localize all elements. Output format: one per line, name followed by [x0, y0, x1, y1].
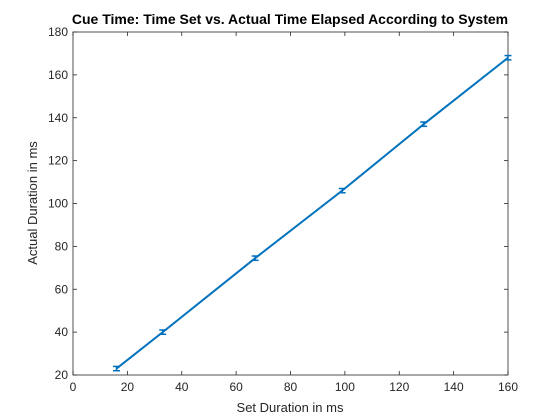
x-tick-label: 160 — [498, 380, 518, 394]
error-bar — [420, 121, 428, 128]
x-axis-label: Set Duration in ms — [237, 400, 344, 415]
chart-title: Cue Time: Time Set vs. Actual Time Elaps… — [72, 11, 508, 27]
y-axis-label: Actual Duration in ms — [25, 141, 40, 265]
y-tick-label: 80 — [55, 239, 69, 253]
y-tick-label: 180 — [48, 25, 68, 39]
y-tick-label: 100 — [48, 197, 68, 211]
plot-area — [72, 31, 509, 376]
x-tick-label: 120 — [389, 380, 409, 394]
y-tick-label: 140 — [48, 111, 68, 125]
error-bar — [504, 54, 512, 61]
x-tick-label: 100 — [335, 380, 355, 394]
x-tick-label: 0 — [70, 380, 77, 394]
y-axis: 20 40 60 80 100 120 140 160 180 — [48, 25, 508, 382]
y-tick-label: 60 — [55, 282, 69, 296]
x-tick-label: 60 — [229, 380, 243, 394]
x-axis: 0 20 40 60 80 100 120 140 160 — [70, 32, 518, 394]
error-bar — [159, 329, 167, 336]
y-tick-label: 120 — [48, 154, 68, 168]
x-tick-label: 20 — [121, 380, 135, 394]
x-tick-label: 40 — [175, 380, 189, 394]
series-line — [115, 56, 509, 370]
y-tick-label: 20 — [55, 368, 69, 382]
x-tick-label: 80 — [284, 380, 298, 394]
error-bar — [338, 187, 346, 194]
error-bar — [113, 365, 120, 372]
y-tick-label: 40 — [55, 325, 69, 339]
x-tick-label: 140 — [444, 380, 464, 394]
series-layer — [113, 54, 512, 372]
y-tick-label: 160 — [48, 68, 68, 82]
error-bar — [251, 255, 259, 262]
